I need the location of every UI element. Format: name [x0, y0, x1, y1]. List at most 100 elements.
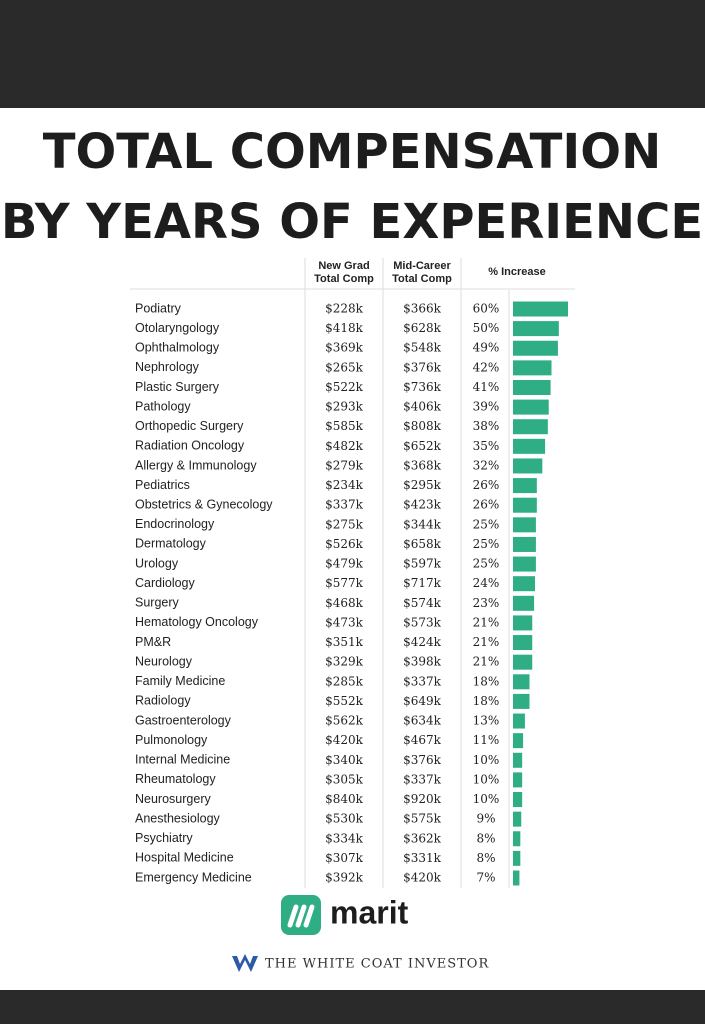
- mid-career-comp: $658k: [403, 537, 442, 551]
- increase-bar: [513, 615, 533, 631]
- specialty: Ophthalmology: [135, 341, 220, 355]
- increase-bar: [513, 850, 521, 866]
- increase-bar: [513, 419, 548, 435]
- new-grad-comp: $228k: [325, 302, 364, 316]
- increase-label: 21%: [473, 655, 500, 669]
- mid-career-comp: $331k: [403, 851, 442, 865]
- specialty: Plastic Surgery: [135, 380, 220, 394]
- specialty: Gastroenterology: [135, 713, 232, 727]
- increase-label: 39%: [473, 400, 500, 414]
- new-grad-comp: $522k: [325, 380, 364, 394]
- logo-glyph: [287, 904, 315, 928]
- increase-label: 8%: [476, 831, 495, 845]
- new-grad-comp: $369k: [325, 341, 364, 355]
- increase-bar: [513, 340, 558, 356]
- new-grad-comp: $279k: [325, 458, 364, 472]
- new-grad-comp: $526k: [325, 537, 364, 551]
- mid-career-comp: $420k: [403, 871, 442, 885]
- specialty: Obstetrics & Gynecology: [135, 498, 273, 512]
- specialty: Radiology: [135, 694, 191, 708]
- increase-label: 49%: [473, 341, 500, 355]
- new-grad-comp: $392k: [325, 871, 364, 885]
- increase-bar: [513, 556, 536, 572]
- new-grad-comp: $265k: [325, 360, 364, 374]
- increase-bar: [513, 517, 536, 533]
- increase-label: 38%: [473, 419, 500, 433]
- specialty: Radiation Oncology: [135, 439, 245, 453]
- increase-bar: [513, 379, 551, 395]
- increase-label: 24%: [473, 576, 500, 590]
- increase-label: 26%: [473, 478, 500, 492]
- title-line: TOTAL COMPENSATION: [43, 124, 662, 180]
- increase-bar: [513, 576, 535, 592]
- increase-label: 26%: [473, 498, 500, 512]
- header: % Increase: [488, 266, 545, 278]
- increase-label: 21%: [473, 635, 500, 649]
- specialty: Hospital Medicine: [135, 851, 234, 865]
- increase-bar: [513, 635, 533, 651]
- mid-career-comp: $376k: [403, 753, 442, 767]
- new-grad-comp: $275k: [325, 517, 364, 531]
- new-grad-comp: $307k: [325, 851, 364, 865]
- increase-bar: [513, 792, 523, 808]
- new-grad-comp: $552k: [325, 694, 364, 708]
- mid-career-comp: $649k: [403, 694, 442, 708]
- specialty: Podiatry: [135, 301, 182, 315]
- increase-bar: [513, 478, 537, 494]
- mid-career-comp: $736k: [403, 380, 442, 394]
- increase-label: 42%: [473, 360, 500, 374]
- mid-career-comp: $337k: [403, 674, 442, 688]
- increase-label: 11%: [473, 733, 500, 747]
- increase-bar: [513, 870, 520, 886]
- specialty: Neurosurgery: [135, 792, 211, 806]
- new-grad-comp: $585k: [325, 419, 364, 433]
- specialty: Nephrology: [135, 360, 200, 374]
- mid-career-comp: $362k: [403, 831, 442, 845]
- new-grad-comp: $530k: [325, 812, 364, 826]
- mid-career-comp: $424k: [403, 635, 442, 649]
- specialty: Pulmonology: [135, 733, 208, 747]
- specialty: Pediatrics: [135, 478, 190, 492]
- increase-label: 60%: [473, 302, 500, 316]
- increase-label: 25%: [473, 557, 500, 571]
- specialty: Endocrinology: [135, 517, 215, 531]
- increase-bar: [513, 693, 530, 709]
- increase-bar: [513, 458, 543, 474]
- header: Total Comp: [314, 273, 374, 285]
- specialty: Internal Medicine: [135, 753, 230, 767]
- increase-label: 35%: [473, 439, 500, 453]
- specialty: Surgery: [135, 596, 180, 610]
- increase-label: 18%: [473, 674, 500, 688]
- specialty: Urology: [135, 556, 179, 570]
- mid-career-comp: $368k: [403, 458, 442, 472]
- new-grad-comp: $234k: [325, 478, 364, 492]
- new-grad-comp: $334k: [325, 831, 364, 845]
- mid-career-comp: $398k: [403, 655, 442, 669]
- title-line: BY YEARS OF EXPERIENCE: [1, 194, 703, 250]
- increase-bar: [513, 438, 546, 454]
- increase-bar: [513, 831, 521, 847]
- specialty: Neurology: [135, 654, 193, 668]
- table-lines: [130, 258, 575, 888]
- increase-bar: [513, 399, 549, 415]
- mid-career-comp: $337k: [403, 772, 442, 786]
- increase-bar: [513, 497, 537, 513]
- mid-career-comp: $574k: [403, 596, 442, 610]
- increase-label: 10%: [473, 753, 500, 767]
- new-grad-comp: $418k: [325, 321, 364, 335]
- specialty: Orthopedic Surgery: [135, 419, 244, 433]
- new-grad-comp: $305k: [325, 772, 364, 786]
- increase-bar: [513, 301, 568, 317]
- increase-bar: [513, 321, 559, 337]
- new-grad-comp: $420k: [325, 733, 364, 747]
- increase-bar: [513, 536, 536, 552]
- specialty: Psychiatry: [135, 831, 193, 845]
- increase-bar: [513, 674, 530, 690]
- bottom-band: [0, 990, 705, 1024]
- increase-label: 10%: [473, 792, 500, 806]
- new-grad-comp: $840k: [325, 792, 364, 806]
- mid-career-comp: $406k: [403, 400, 442, 414]
- wci-logo: [232, 954, 258, 972]
- mid-career-comp: $652k: [403, 439, 442, 453]
